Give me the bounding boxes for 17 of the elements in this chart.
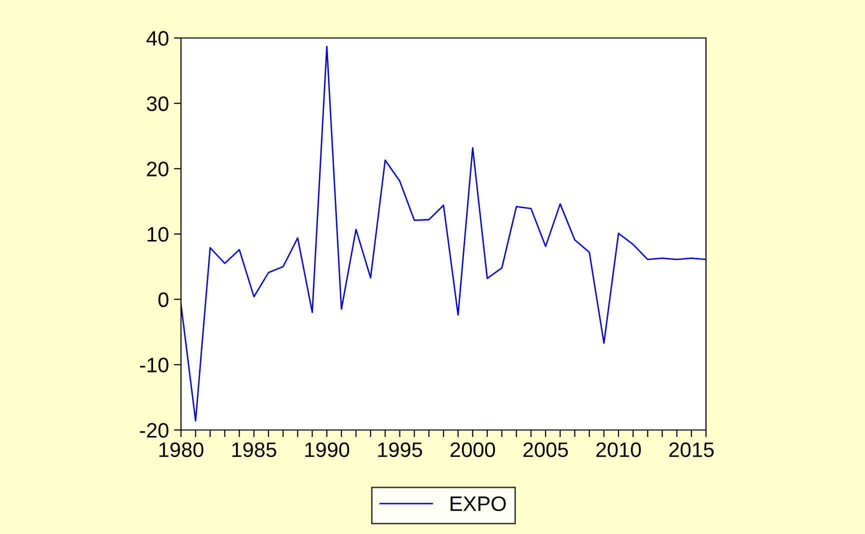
y-tick-label: 10 xyxy=(148,227,168,242)
x-tick-label: 1990 xyxy=(305,442,350,458)
y-tick-label: 20 xyxy=(147,162,168,176)
x-tick-label: 1985 xyxy=(232,442,276,458)
y-tick-label: -10 xyxy=(140,358,168,372)
y-tick-label: 30 xyxy=(146,96,168,112)
y-tick-label: -20 xyxy=(140,423,168,438)
x-tick-label: 1995 xyxy=(378,442,422,458)
x-tick-label: 1980 xyxy=(159,442,204,458)
x-tick-label: 2015 xyxy=(669,442,714,458)
x-tick-label: 2000 xyxy=(450,442,496,458)
y-tick-label: 0 xyxy=(158,292,168,308)
y-tick-label: 40 xyxy=(146,31,168,46)
x-tick-label: 2005 xyxy=(523,442,568,458)
legend-label: EXPO xyxy=(450,496,506,512)
line-series xyxy=(181,46,706,422)
x-tick-label: 2010 xyxy=(596,442,641,458)
